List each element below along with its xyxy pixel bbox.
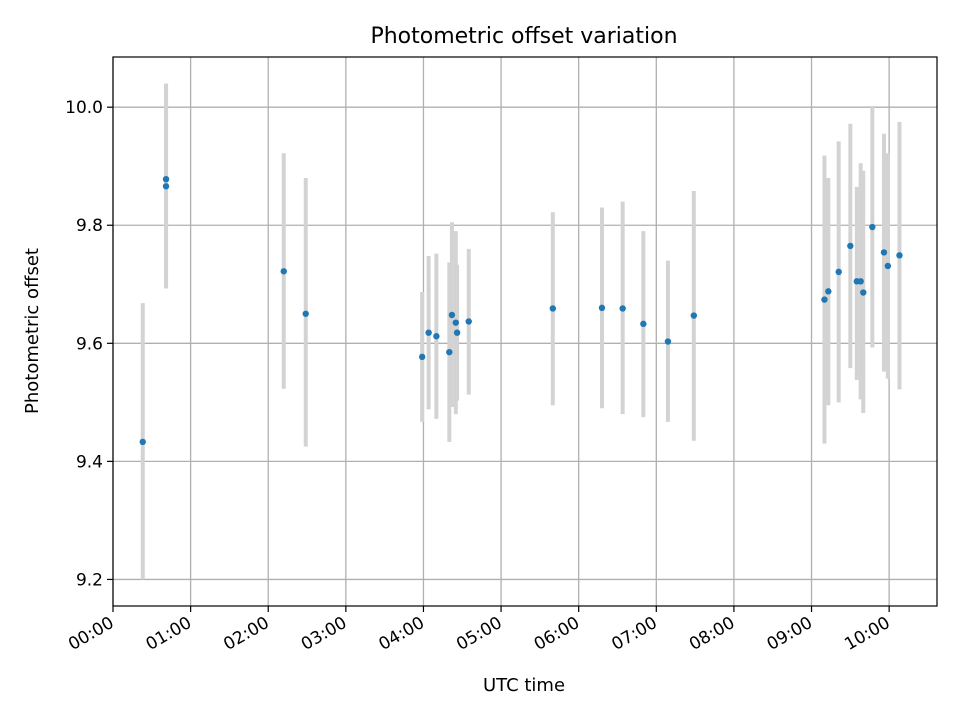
x-tick-label: 08:00 (686, 613, 738, 655)
x-tick-label: 03:00 (298, 613, 350, 655)
data-point (162, 183, 170, 190)
x-tick-label: 07:00 (608, 613, 660, 655)
x-axis: 00:00 01:00 02:00 03:00 04:00 05:00 06:00 07:00… (65, 606, 894, 655)
data-point (139, 438, 146, 446)
data-point (860, 289, 867, 296)
data-point (619, 305, 626, 312)
data-point (280, 268, 287, 275)
x-tick-label: 00:00 (65, 613, 117, 655)
data-point (453, 329, 461, 336)
y-tick-label: 9.2 (76, 570, 103, 590)
x-tick-label: 06:00 (531, 613, 583, 655)
data-point (869, 223, 876, 231)
data-point (598, 304, 606, 312)
data-point (896, 252, 903, 259)
error-bars (140, 83, 902, 580)
data-point (162, 175, 170, 183)
data-point (821, 296, 828, 303)
y-tick-label: 10.0 (65, 98, 103, 118)
y-tick-label: 9.8 (76, 216, 103, 236)
y-axis: 9.2 9.4 9.6 9.8 10.0 (65, 98, 113, 590)
x-axis-label: UTC time (483, 675, 565, 696)
plot-frame (112, 56, 938, 607)
data-point (448, 311, 456, 319)
data-point (690, 312, 698, 319)
y-tick-label: 9.4 (76, 452, 103, 472)
data-point (835, 268, 842, 276)
data-point (825, 288, 832, 295)
x-tick-label: 02:00 (220, 613, 272, 655)
data-point (880, 249, 888, 256)
grid (112, 57, 937, 606)
data-points (139, 175, 903, 446)
data-point (465, 318, 472, 325)
data-point (452, 319, 459, 326)
chart-title: Photometric offset variation (370, 24, 677, 49)
data-point (425, 329, 432, 336)
data-point (857, 278, 864, 285)
data-point (446, 348, 453, 356)
x-tick-label: 05:00 (453, 613, 505, 655)
x-tick-label: 10:00 (841, 613, 893, 655)
data-point (418, 353, 426, 361)
x-tick-label: 09:00 (764, 613, 816, 655)
x-tick-label: 01:00 (143, 613, 195, 655)
y-tick-label: 9.6 (76, 334, 103, 354)
data-point (549, 305, 557, 312)
data-point (302, 310, 309, 317)
data-point (433, 333, 440, 340)
y-axis-label: Photometric offset (22, 248, 43, 414)
x-tick-label: 04:00 (376, 613, 428, 655)
data-point (640, 320, 647, 328)
data-point (884, 262, 892, 270)
data-point (664, 338, 672, 345)
data-point (847, 242, 854, 250)
